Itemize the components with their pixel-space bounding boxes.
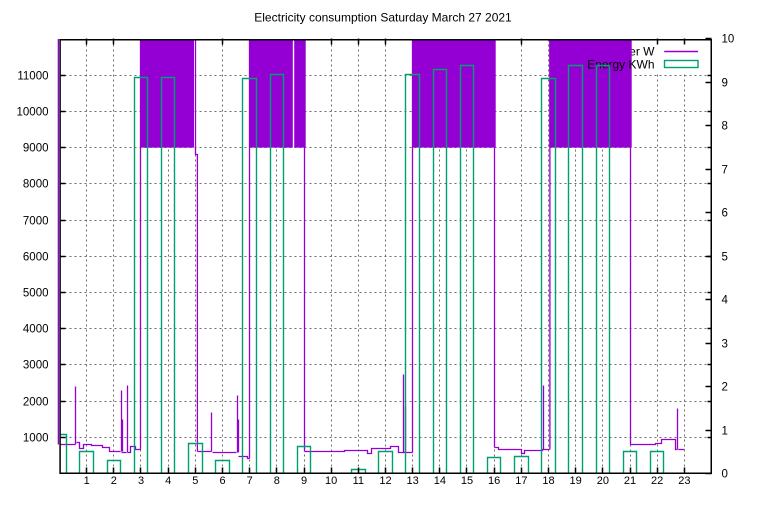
svg-text:5000: 5000: [23, 288, 49, 300]
svg-text:6: 6: [219, 475, 225, 487]
svg-text:Electricity consumption Saturd: Electricity consumption Saturday March 2…: [254, 11, 512, 25]
svg-text:4000: 4000: [23, 324, 49, 336]
svg-text:8: 8: [274, 475, 280, 487]
svg-text:4: 4: [722, 295, 729, 307]
svg-text:13: 13: [407, 475, 419, 487]
svg-text:2000: 2000: [23, 397, 49, 409]
svg-text:3000: 3000: [23, 360, 49, 372]
svg-text:2: 2: [111, 475, 117, 487]
svg-text:16: 16: [488, 475, 500, 487]
svg-text:20: 20: [597, 475, 609, 487]
svg-text:19: 19: [570, 475, 582, 487]
svg-text:22: 22: [651, 475, 663, 487]
svg-text:10: 10: [722, 34, 735, 46]
svg-text:11: 11: [353, 475, 364, 487]
svg-text:11000: 11000: [17, 71, 48, 83]
svg-text:23: 23: [678, 475, 690, 487]
svg-text:0: 0: [722, 469, 728, 481]
svg-text:7: 7: [722, 165, 728, 177]
svg-text:17: 17: [515, 475, 527, 487]
svg-text:9000: 9000: [23, 143, 49, 155]
svg-text:10: 10: [325, 475, 337, 487]
svg-text:6000: 6000: [23, 252, 49, 264]
svg-text:1: 1: [722, 426, 728, 438]
svg-text:8: 8: [722, 121, 728, 133]
svg-text:6: 6: [722, 208, 728, 220]
svg-text:2: 2: [722, 382, 728, 394]
svg-text:7: 7: [247, 475, 253, 487]
svg-text:18: 18: [542, 475, 554, 487]
svg-text:5: 5: [722, 252, 728, 264]
svg-text:4: 4: [165, 475, 171, 487]
svg-text:21: 21: [624, 475, 636, 487]
svg-text:1000: 1000: [23, 433, 49, 445]
svg-text:12: 12: [379, 475, 391, 487]
svg-text:1: 1: [84, 475, 90, 487]
svg-text:10000: 10000: [17, 107, 49, 119]
svg-text:9: 9: [722, 78, 728, 90]
svg-text:7000: 7000: [23, 216, 49, 228]
svg-text:5: 5: [192, 475, 198, 487]
svg-text:15: 15: [461, 475, 473, 487]
svg-text:Energy KWh: Energy KWh: [587, 57, 654, 71]
svg-text:3: 3: [722, 339, 728, 351]
svg-text:3: 3: [138, 475, 144, 487]
svg-text:8000: 8000: [23, 179, 49, 191]
svg-text:14: 14: [434, 475, 446, 487]
svg-text:9: 9: [301, 475, 307, 487]
